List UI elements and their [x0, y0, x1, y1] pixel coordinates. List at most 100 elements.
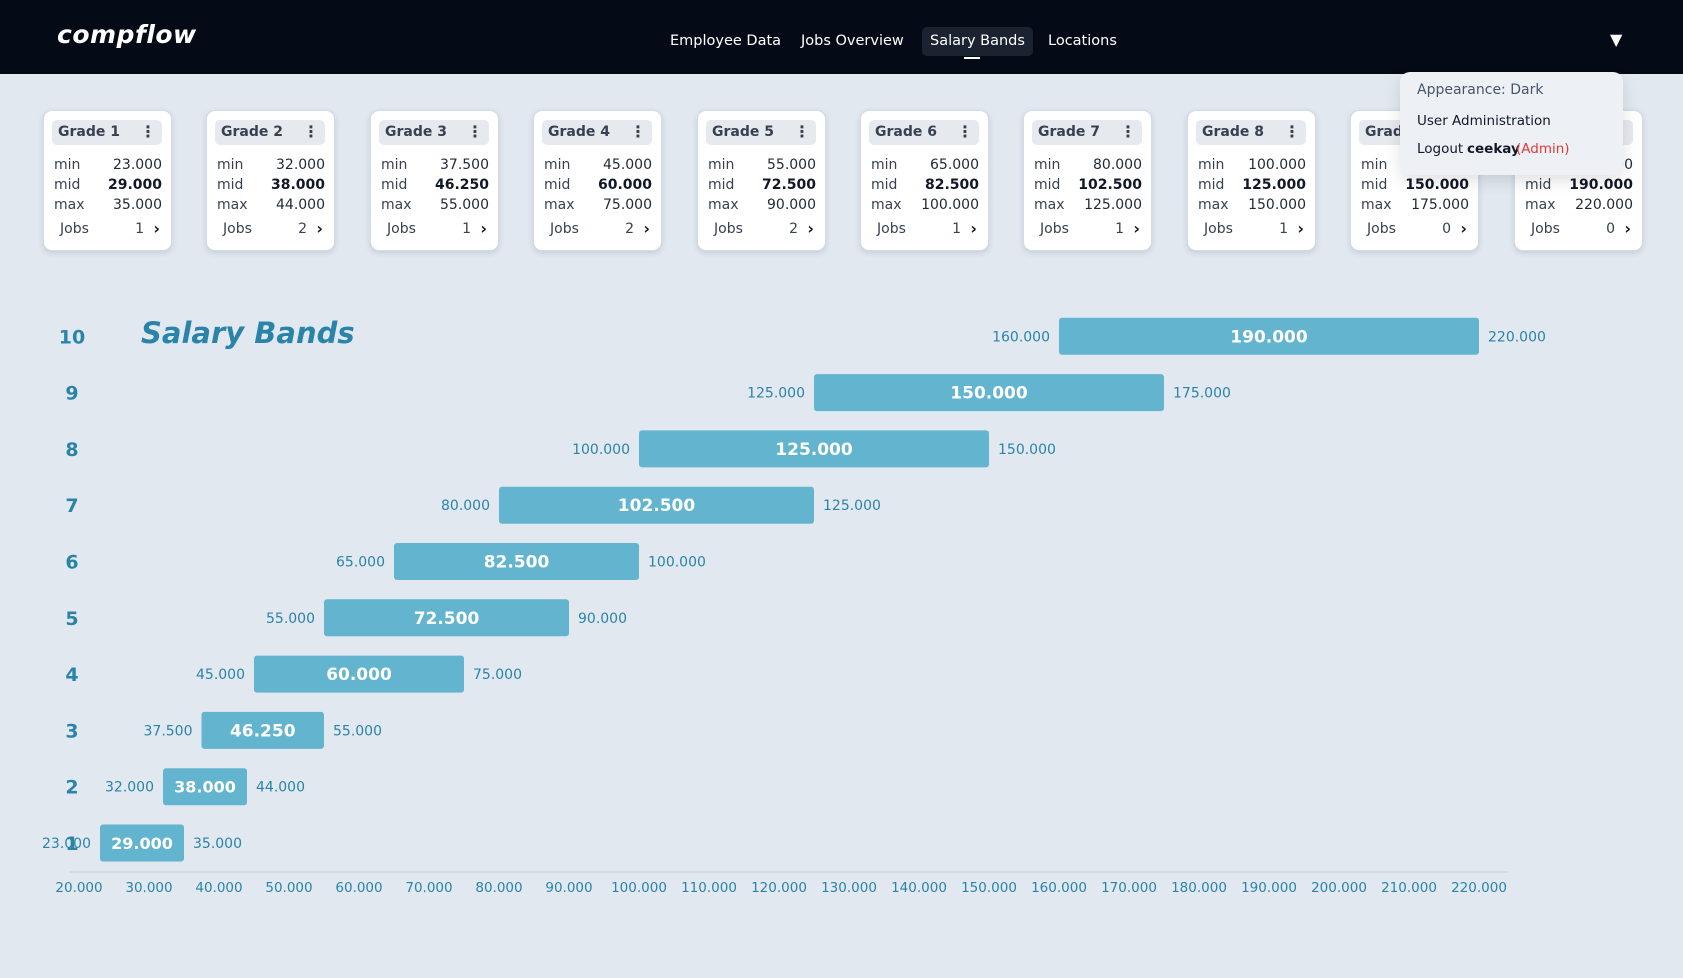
chevron-right-icon[interactable]: › [480, 219, 487, 238]
bar-max-label: 125.000 [823, 498, 881, 514]
max-label: max [708, 197, 739, 213]
min-label: min [871, 157, 898, 173]
grade-max-row: max 44.000 [217, 197, 325, 215]
nav-jobs-overview[interactable]: Jobs Overview [801, 33, 904, 49]
jobs-label: Jobs [1040, 221, 1069, 237]
grade-min-row: min 80.000 [1034, 157, 1142, 175]
kebab-menu-icon[interactable]: ⋮ [303, 122, 319, 141]
appearance-toggle[interactable]: Appearance: Dark [1417, 82, 1544, 98]
kebab-menu-icon[interactable]: ⋮ [957, 122, 973, 141]
max-value: 100.000 [921, 197, 979, 213]
jobs-link[interactable]: Jobs 2 › [223, 219, 325, 241]
app-logo[interactable]: compflow [57, 20, 197, 49]
chart-title: Salary Bands [141, 316, 355, 350]
min-value: 65.000 [930, 157, 979, 173]
x-tick-label: 70.000 [405, 880, 452, 896]
bar-min-label: 32.000 [105, 780, 154, 796]
grade-card[interactable]: Grade 1 ⋮ min 23.000 mid 29.000 max 35.000 Jobs 1… [43, 110, 172, 251]
jobs-link[interactable]: Jobs 1 › [387, 219, 489, 241]
bar-min-label: 65.000 [336, 555, 385, 571]
grade-card[interactable]: Grade 5 ⋮ min 55.000 mid 72.500 max 90.000 Jobs 2… [697, 110, 826, 251]
jobs-label: Jobs [714, 221, 743, 237]
grade-axis-label: 6 [65, 552, 78, 574]
jobs-link[interactable]: Jobs 1 › [877, 219, 979, 241]
chevron-right-icon[interactable]: › [153, 219, 160, 238]
grade-card[interactable]: Grade 2 ⋮ min 32.000 mid 38.000 max 44.000 Jobs 2… [206, 110, 335, 251]
grade-min-row: min 45.000 [544, 157, 652, 175]
jobs-link[interactable]: Jobs 2 › [550, 219, 652, 241]
grade-card[interactable]: Grade 7 ⋮ min 80.000 mid 102.500 max 125.000 Job… [1023, 110, 1152, 251]
jobs-label: Jobs [877, 221, 906, 237]
min-label: min [1361, 157, 1388, 173]
grade-card-header: Grade 2 ⋮ [215, 120, 325, 145]
bar-min-label: 55.000 [266, 611, 315, 627]
grade-card[interactable]: Grade 8 ⋮ min 100.000 mid 125.000 max 150.000 Jo… [1187, 110, 1316, 251]
grade-axis-label: 5 [65, 608, 78, 630]
salary-band-bar [163, 768, 247, 806]
max-label: max [544, 197, 575, 213]
nav-salary-bands[interactable]: Salary Bands [922, 27, 1033, 56]
chevron-right-icon[interactable]: › [1460, 219, 1467, 238]
jobs-count: 1 [1115, 221, 1124, 237]
kebab-menu-icon[interactable]: ⋮ [1284, 122, 1300, 141]
jobs-link[interactable]: Jobs 2 › [714, 219, 816, 241]
grade-card[interactable]: Grade 6 ⋮ min 65.000 mid 82.500 max 100.000 Jobs… [860, 110, 989, 251]
nav-locations[interactable]: Locations [1048, 33, 1117, 49]
chevron-right-icon[interactable]: › [1133, 219, 1140, 238]
grade-card-title: Grade 1 [58, 124, 120, 140]
caret-down-icon[interactable]: ▼ [1610, 30, 1623, 49]
jobs-link[interactable]: Jobs 1 › [60, 219, 162, 241]
jobs-count: 2 [625, 221, 634, 237]
x-tick-label: 30.000 [125, 880, 172, 896]
salary-band-bar [201, 711, 324, 749]
mid-value: 102.500 [1078, 177, 1142, 193]
grade-axis-label: 1 [65, 833, 78, 855]
max-value: 175.000 [1411, 197, 1469, 213]
grade-card-title: Grade 5 [712, 124, 774, 140]
kebab-menu-icon[interactable]: ⋮ [630, 122, 646, 141]
max-label: max [217, 197, 248, 213]
bar-max-label: 44.000 [256, 780, 305, 796]
mid-label: mid [1361, 177, 1388, 193]
jobs-count: 1 [462, 221, 471, 237]
jobs-count: 1 [952, 221, 961, 237]
jobs-link[interactable]: Jobs 1 › [1040, 219, 1142, 241]
chevron-right-icon[interactable]: › [807, 219, 814, 238]
grade-card[interactable]: Grade 3 ⋮ min 37.500 mid 46.250 max 55.000 Jobs 1… [370, 110, 499, 251]
chevron-right-icon[interactable]: › [970, 219, 977, 238]
chevron-right-icon[interactable]: › [643, 219, 650, 238]
bar-min-label: 23.000 [42, 836, 91, 852]
x-tick-label: 110.000 [681, 880, 737, 896]
grade-min-row: min 100.000 [1198, 157, 1306, 175]
grade-min-row: min 55.000 [708, 157, 816, 175]
mid-label: mid [1525, 177, 1552, 193]
kebab-menu-icon[interactable]: ⋮ [794, 122, 810, 141]
nav-employee-data[interactable]: Employee Data [670, 33, 782, 49]
kebab-menu-icon[interactable]: ⋮ [1120, 122, 1136, 141]
chevron-right-icon[interactable]: › [316, 219, 323, 238]
salary-band-bar [324, 599, 569, 637]
bar-max-label: 175.000 [1173, 386, 1231, 402]
bar-mid-label: 150.000 [950, 384, 1028, 404]
user-administration-link[interactable]: User Administration [1417, 113, 1551, 129]
min-value: 45.000 [603, 157, 652, 173]
grade-axis-label: 2 [65, 777, 78, 799]
x-tick-label: 190.000 [1241, 880, 1297, 896]
chevron-right-icon[interactable]: › [1297, 219, 1304, 238]
kebab-menu-icon[interactable]: ⋮ [140, 122, 156, 141]
jobs-link[interactable]: Jobs 0 › [1531, 219, 1633, 241]
salary-band-bar [254, 655, 464, 693]
grade-max-row: max 90.000 [708, 197, 816, 215]
jobs-link[interactable]: Jobs 0 › [1367, 219, 1469, 241]
bar-min-label: 37.500 [144, 723, 193, 739]
kebab-menu-icon[interactable]: ⋮ [467, 122, 483, 141]
grade-card[interactable]: Grade 4 ⋮ min 45.000 mid 60.000 max 75.000 Jobs 2… [533, 110, 662, 251]
logout-button[interactable]: Logout [1417, 141, 1464, 157]
jobs-label: Jobs [550, 221, 579, 237]
jobs-link[interactable]: Jobs 1 › [1204, 219, 1306, 241]
mid-value: 72.500 [761, 177, 816, 193]
grade-max-row: max 220.000 [1525, 197, 1633, 215]
chevron-right-icon[interactable]: › [1624, 219, 1631, 238]
salary-band-bar [1059, 317, 1479, 355]
bar-mid-label: 38.000 [174, 778, 236, 797]
